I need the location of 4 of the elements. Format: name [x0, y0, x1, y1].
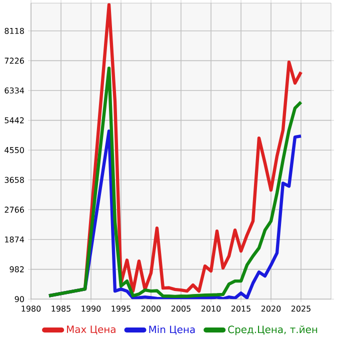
legend-label: Max Цена: [67, 326, 116, 335]
legend-label: Сред.Цена, т.йен: [228, 326, 318, 336]
line-series: [47, 66, 303, 298]
legend-label: Min Цена: [149, 326, 195, 335]
